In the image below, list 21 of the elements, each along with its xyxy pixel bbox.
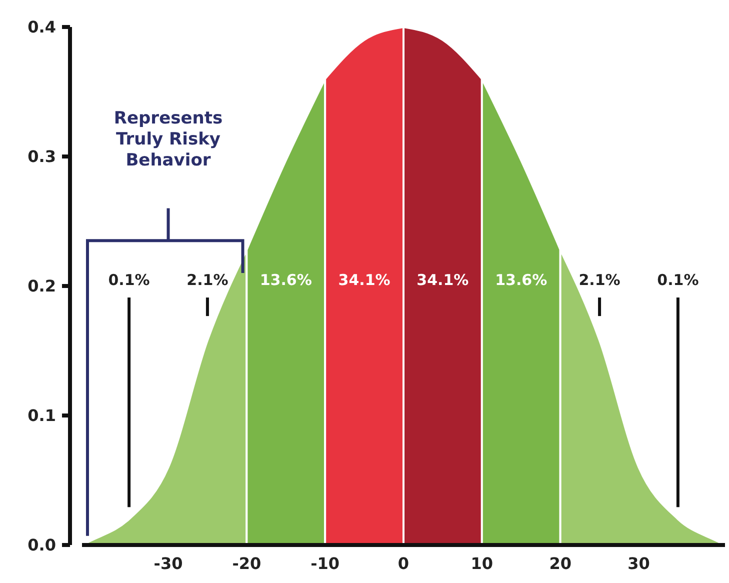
y-tick-label: 0.4 (28, 18, 56, 37)
annotation: 34.1% (338, 270, 390, 289)
x-tick-label: 30 (628, 554, 650, 573)
y-tick-label: 0.1 (28, 406, 56, 426)
x-tick-label: -20 (232, 554, 262, 573)
annotation: 13.6% (260, 270, 312, 289)
annotation: 34.1% (416, 270, 469, 289)
annotation: 0.1% (108, 270, 150, 289)
annotation: 0.1% (657, 270, 699, 289)
x-tick-label: -30 (154, 554, 183, 573)
x-tick-label: -10 (310, 554, 340, 573)
annotation: 2.1% (578, 270, 620, 289)
y-tick-label: 0.3 (28, 147, 56, 166)
y-tick-label: 0.2 (28, 276, 56, 296)
x-tick-label: 10 (470, 554, 494, 573)
annotation: Represents Truly Risky Behavior (114, 108, 223, 171)
annotation: 2.1% (186, 270, 228, 289)
y-tick-label: 0.0 (28, 536, 56, 555)
annotation: 13.6% (495, 270, 548, 289)
x-tick-label: 0 (398, 554, 410, 573)
x-tick-label: 20 (549, 554, 572, 573)
